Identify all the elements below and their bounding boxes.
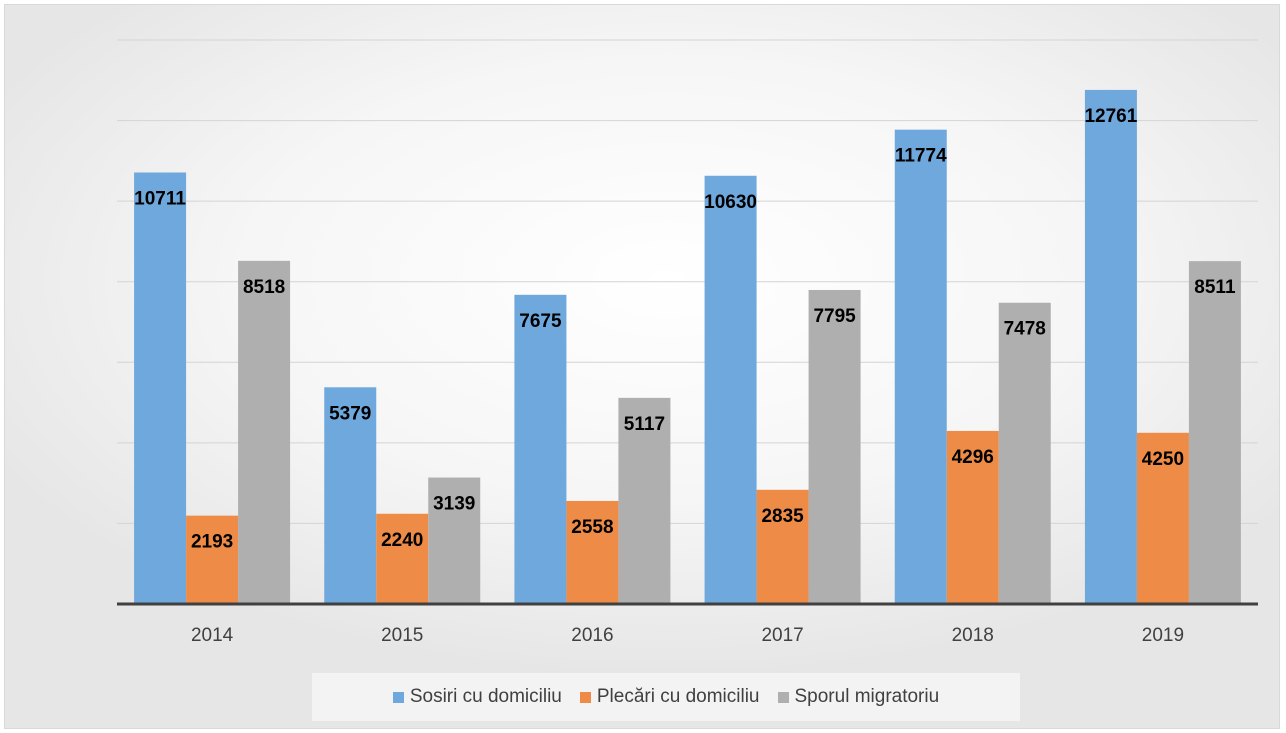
data-label: 4250 bbox=[1142, 449, 1184, 470]
bar-2016-1 bbox=[514, 294, 567, 604]
bar-2016-2 bbox=[566, 500, 619, 604]
bar-2015-1 bbox=[324, 387, 377, 604]
legend-swatch-sosiri bbox=[392, 691, 404, 703]
x-tick-label: 2014 bbox=[191, 625, 234, 646]
legend-item-plecari: Plecări cu domiciliu bbox=[579, 686, 760, 708]
bar-2018-2 bbox=[946, 430, 999, 604]
data-label: 2193 bbox=[191, 532, 233, 553]
data-label: 7675 bbox=[519, 311, 562, 332]
bar-2019-1 bbox=[1084, 89, 1137, 604]
bar-2017-1 bbox=[704, 175, 757, 604]
data-label: 3139 bbox=[433, 494, 475, 515]
bar-2015-3 bbox=[428, 477, 481, 604]
x-tick-label: 2018 bbox=[952, 625, 994, 646]
x-tick-label: 2015 bbox=[381, 625, 423, 646]
data-label: 2558 bbox=[571, 517, 613, 538]
legend-swatch-sporul bbox=[777, 691, 789, 703]
bar-2014-3 bbox=[238, 260, 291, 604]
legend: Sosiri cu domiciliu Plecări cu domiciliu… bbox=[312, 673, 1020, 721]
legend-swatch-plecari bbox=[579, 691, 591, 703]
data-label: 2835 bbox=[761, 506, 804, 527]
data-label: 11774 bbox=[895, 146, 947, 167]
legend-item-sosiri: Sosiri cu domiciliu bbox=[392, 686, 562, 708]
data-label: 7795 bbox=[813, 306, 856, 327]
data-label: 2240 bbox=[381, 530, 423, 551]
bar-2018-1 bbox=[894, 129, 947, 604]
data-label: 4296 bbox=[952, 447, 994, 468]
data-label: 10711 bbox=[134, 188, 186, 209]
x-tick-label: 2016 bbox=[571, 625, 613, 646]
bar-2017-2 bbox=[756, 489, 809, 604]
data-label: 5117 bbox=[624, 414, 665, 435]
bar-2018-3 bbox=[998, 302, 1051, 604]
bar-2019-2 bbox=[1136, 432, 1189, 604]
bar-2015-2 bbox=[376, 513, 429, 604]
legend-label-sosiri: Sosiri cu domiciliu bbox=[409, 686, 562, 707]
legend-item-sporul: Sporul migratoriu bbox=[777, 686, 940, 708]
x-tick-label: 2019 bbox=[1142, 625, 1184, 646]
bar-2014-2 bbox=[186, 515, 239, 604]
bar-2014-1 bbox=[134, 172, 187, 605]
legend-label-sporul: Sporul migratoriu bbox=[794, 686, 940, 707]
legend-label-plecari: Plecări cu domiciliu bbox=[596, 686, 760, 707]
data-label: 5379 bbox=[329, 403, 371, 424]
chart-area bbox=[4, 4, 1280, 729]
x-tick-label: 2017 bbox=[761, 625, 803, 646]
data-label: 8511 bbox=[1194, 277, 1236, 298]
bar-2017-3 bbox=[808, 289, 861, 604]
data-label: 8518 bbox=[243, 277, 285, 298]
bar-2019-3 bbox=[1188, 261, 1241, 604]
data-label: 12761 bbox=[1084, 106, 1137, 127]
bar-2016-3 bbox=[618, 397, 671, 604]
data-label: 10630 bbox=[704, 192, 757, 213]
data-label: 7478 bbox=[1004, 319, 1046, 340]
